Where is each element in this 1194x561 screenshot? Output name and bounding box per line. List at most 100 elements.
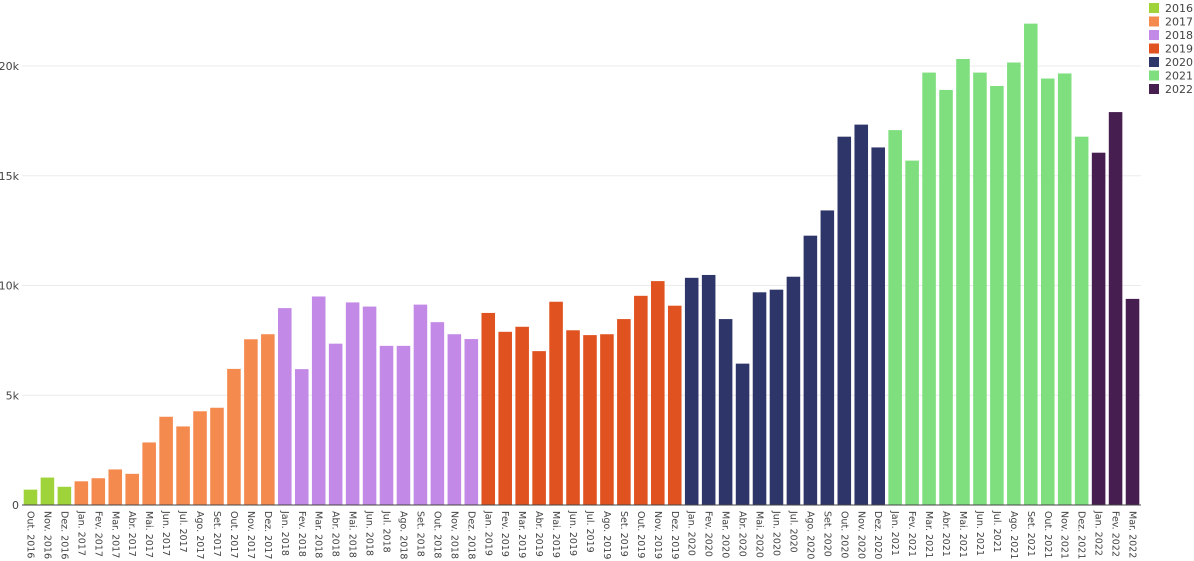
bar[interactable] xyxy=(379,345,394,505)
x-tick-label: Out. 2021 xyxy=(1042,511,1053,558)
bar[interactable] xyxy=(1125,298,1140,505)
x-tick-label: Out. 2017 xyxy=(228,511,239,558)
legend-label: 2022 xyxy=(1165,83,1193,96)
bar[interactable] xyxy=(244,339,258,505)
x-tick-label: Set. 2019 xyxy=(618,511,629,557)
bar[interactable] xyxy=(549,301,563,505)
bar[interactable] xyxy=(973,72,987,505)
bar[interactable] xyxy=(1074,136,1089,505)
bar[interactable] xyxy=(362,306,377,505)
bar[interactable] xyxy=(481,312,496,505)
bar[interactable] xyxy=(294,369,309,505)
bar[interactable] xyxy=(939,89,953,506)
legend-item-2018[interactable]: 2018 xyxy=(1149,29,1193,42)
bar[interactable] xyxy=(396,345,411,505)
x-tick-label: Out. 2019 xyxy=(635,511,646,558)
bar[interactable] xyxy=(769,289,784,505)
bar[interactable] xyxy=(176,426,190,505)
x-tick-label: Abr. 2020 xyxy=(737,511,748,557)
bar[interactable] xyxy=(566,330,580,505)
bar[interactable] xyxy=(634,295,648,505)
legend-item-2017[interactable]: 2017 xyxy=(1149,16,1193,29)
bar[interactable] xyxy=(888,130,902,505)
bar[interactable] xyxy=(956,58,970,505)
x-tick-label: Jan. 2022 xyxy=(1093,510,1104,556)
bar[interactable] xyxy=(854,124,869,506)
legend-item-2016[interactable]: 2016 xyxy=(1149,2,1193,15)
x-tick-label: Jun. 2020 xyxy=(770,510,781,556)
bar[interactable] xyxy=(515,326,529,505)
bar[interactable] xyxy=(498,331,512,505)
bar[interactable] xyxy=(990,85,1004,505)
bar[interactable] xyxy=(820,210,835,505)
bar[interactable] xyxy=(142,442,156,505)
bar[interactable] xyxy=(583,335,597,505)
bar[interactable] xyxy=(1007,62,1021,506)
bar[interactable] xyxy=(701,274,716,505)
bar[interactable] xyxy=(617,319,631,505)
bar[interactable] xyxy=(413,304,428,505)
bar[interactable] xyxy=(91,478,106,505)
bar[interactable] xyxy=(1057,73,1072,506)
x-tick-label: Jul. 2018 xyxy=(381,510,392,553)
bar[interactable] xyxy=(125,473,139,505)
legend-item-2020[interactable]: 2020 xyxy=(1149,56,1193,69)
y-tick-label: 5k xyxy=(6,389,20,402)
bar[interactable] xyxy=(651,281,665,505)
bar[interactable] xyxy=(667,305,682,505)
x-tick-label: Mai. 2019 xyxy=(550,511,561,558)
bar[interactable] xyxy=(684,277,699,505)
bar[interactable] xyxy=(1091,152,1106,505)
bar[interactable] xyxy=(57,486,72,505)
bar[interactable] xyxy=(23,489,38,505)
legend-item-2021[interactable]: 2021 xyxy=(1149,70,1193,83)
legend-swatch xyxy=(1149,84,1159,94)
bar[interactable] xyxy=(311,296,326,505)
bar[interactable] xyxy=(464,339,479,505)
bar[interactable] xyxy=(278,308,292,505)
bar[interactable] xyxy=(261,334,275,505)
bar[interactable] xyxy=(193,411,207,505)
x-tick-label: Abr. 2018 xyxy=(330,511,341,557)
bar[interactable] xyxy=(922,72,936,505)
bar[interactable] xyxy=(803,235,818,506)
bar[interactable] xyxy=(905,160,919,505)
y-tick-label: 20k xyxy=(0,60,20,73)
x-tick-label: Ago. 2021 xyxy=(1008,511,1019,559)
bar[interactable] xyxy=(40,477,55,505)
bar[interactable] xyxy=(159,416,173,505)
bar[interactable] xyxy=(1024,23,1038,505)
bar[interactable] xyxy=(108,469,123,505)
bar[interactable] xyxy=(345,302,360,505)
bar[interactable] xyxy=(1040,78,1055,505)
bar[interactable] xyxy=(430,322,445,505)
x-tick-label: Ago. 2020 xyxy=(804,511,815,559)
bar[interactable] xyxy=(227,368,241,505)
bar[interactable] xyxy=(1108,112,1123,505)
bar[interactable] xyxy=(447,334,462,505)
x-tick-label: Fev. 2019 xyxy=(499,511,510,557)
legend-swatch xyxy=(1149,70,1159,81)
legend-label: 2019 xyxy=(1165,43,1193,56)
x-tick-label: Ago. 2018 xyxy=(397,511,408,559)
bar[interactable] xyxy=(735,363,750,505)
bar[interactable] xyxy=(328,343,343,505)
bar[interactable] xyxy=(871,147,885,505)
x-tick-label: Set. 2018 xyxy=(414,511,425,557)
legend-item-2019[interactable]: 2019 xyxy=(1149,43,1193,56)
bar[interactable] xyxy=(532,351,546,505)
x-tick-label: Jul. 2019 xyxy=(584,510,595,553)
bar[interactable] xyxy=(786,276,801,505)
bar[interactable] xyxy=(210,407,224,505)
bar[interactable] xyxy=(718,319,733,505)
x-tick-label: Fev. 2018 xyxy=(296,511,307,557)
x-tick-label: Ago. 2019 xyxy=(601,511,612,559)
x-tick-label: Dez. 2019 xyxy=(669,511,680,559)
legend-item-2022[interactable]: 2022 xyxy=(1149,83,1193,96)
bar[interactable] xyxy=(752,292,767,505)
bar[interactable] xyxy=(74,481,89,505)
bar[interactable] xyxy=(837,136,852,505)
bar[interactable] xyxy=(600,334,614,505)
